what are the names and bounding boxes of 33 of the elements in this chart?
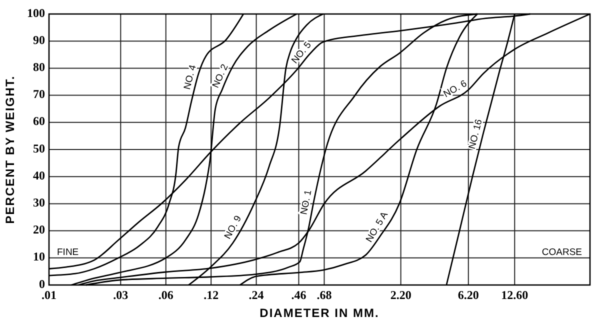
x-axis-title: DIAMETER IN MM. xyxy=(260,306,380,320)
x-tick-label: .12 xyxy=(204,288,219,302)
y-tick-label: 70 xyxy=(33,87,45,102)
text: NO. 2 xyxy=(210,62,231,90)
y-tick-label: 10 xyxy=(33,250,45,264)
y-tick-label: 20 xyxy=(33,222,45,237)
text: NO. 1 xyxy=(298,189,314,216)
y-axis-title: PERCENT BY WEIGHT. xyxy=(3,75,17,224)
x-tick-label: .68 xyxy=(316,288,332,302)
x-tick-label: .01 xyxy=(42,288,56,302)
x-tick-label: .03 xyxy=(113,288,128,302)
y-tick-label: 100 xyxy=(27,6,45,20)
x-tick-label: .46 xyxy=(291,288,306,302)
y-tick-label: 60 xyxy=(33,114,45,128)
annotation: FINE xyxy=(57,247,79,258)
annotation: COARSE xyxy=(542,247,582,258)
text: NO. 5 xyxy=(290,40,314,66)
y-tick-label: 40 xyxy=(33,168,45,182)
text: NO. 5 A xyxy=(364,210,391,244)
text: NO. 16 xyxy=(466,118,485,150)
y-tick-label: 80 xyxy=(33,60,45,74)
x-tick-label: .24 xyxy=(248,288,264,302)
text: NO. 9 xyxy=(222,214,244,241)
x-tick-label: 12.60 xyxy=(501,288,528,302)
y-tick-label: 90 xyxy=(33,32,45,47)
text: NO. 4 xyxy=(182,64,199,91)
text: NO. 6 xyxy=(442,78,469,100)
x-tick-label: .06 xyxy=(158,288,174,302)
x-tick-label: 2.20 xyxy=(390,288,412,302)
y-tick-label: 30 xyxy=(33,195,45,210)
y-tick-label: 50 xyxy=(33,141,45,156)
x-tick-label: 6.20 xyxy=(458,288,479,302)
y-tick-label: 0 xyxy=(39,276,45,291)
